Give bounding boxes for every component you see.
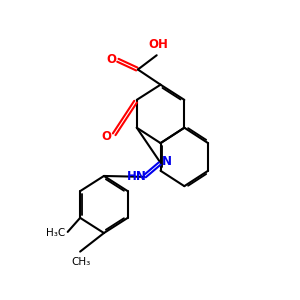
Text: O: O bbox=[106, 53, 116, 66]
Text: O: O bbox=[102, 130, 112, 142]
Text: H₃C: H₃C bbox=[46, 228, 65, 238]
Text: N: N bbox=[162, 155, 172, 168]
Text: CH₃: CH₃ bbox=[72, 256, 91, 267]
Text: OH: OH bbox=[148, 38, 168, 51]
Text: HN: HN bbox=[127, 170, 147, 183]
